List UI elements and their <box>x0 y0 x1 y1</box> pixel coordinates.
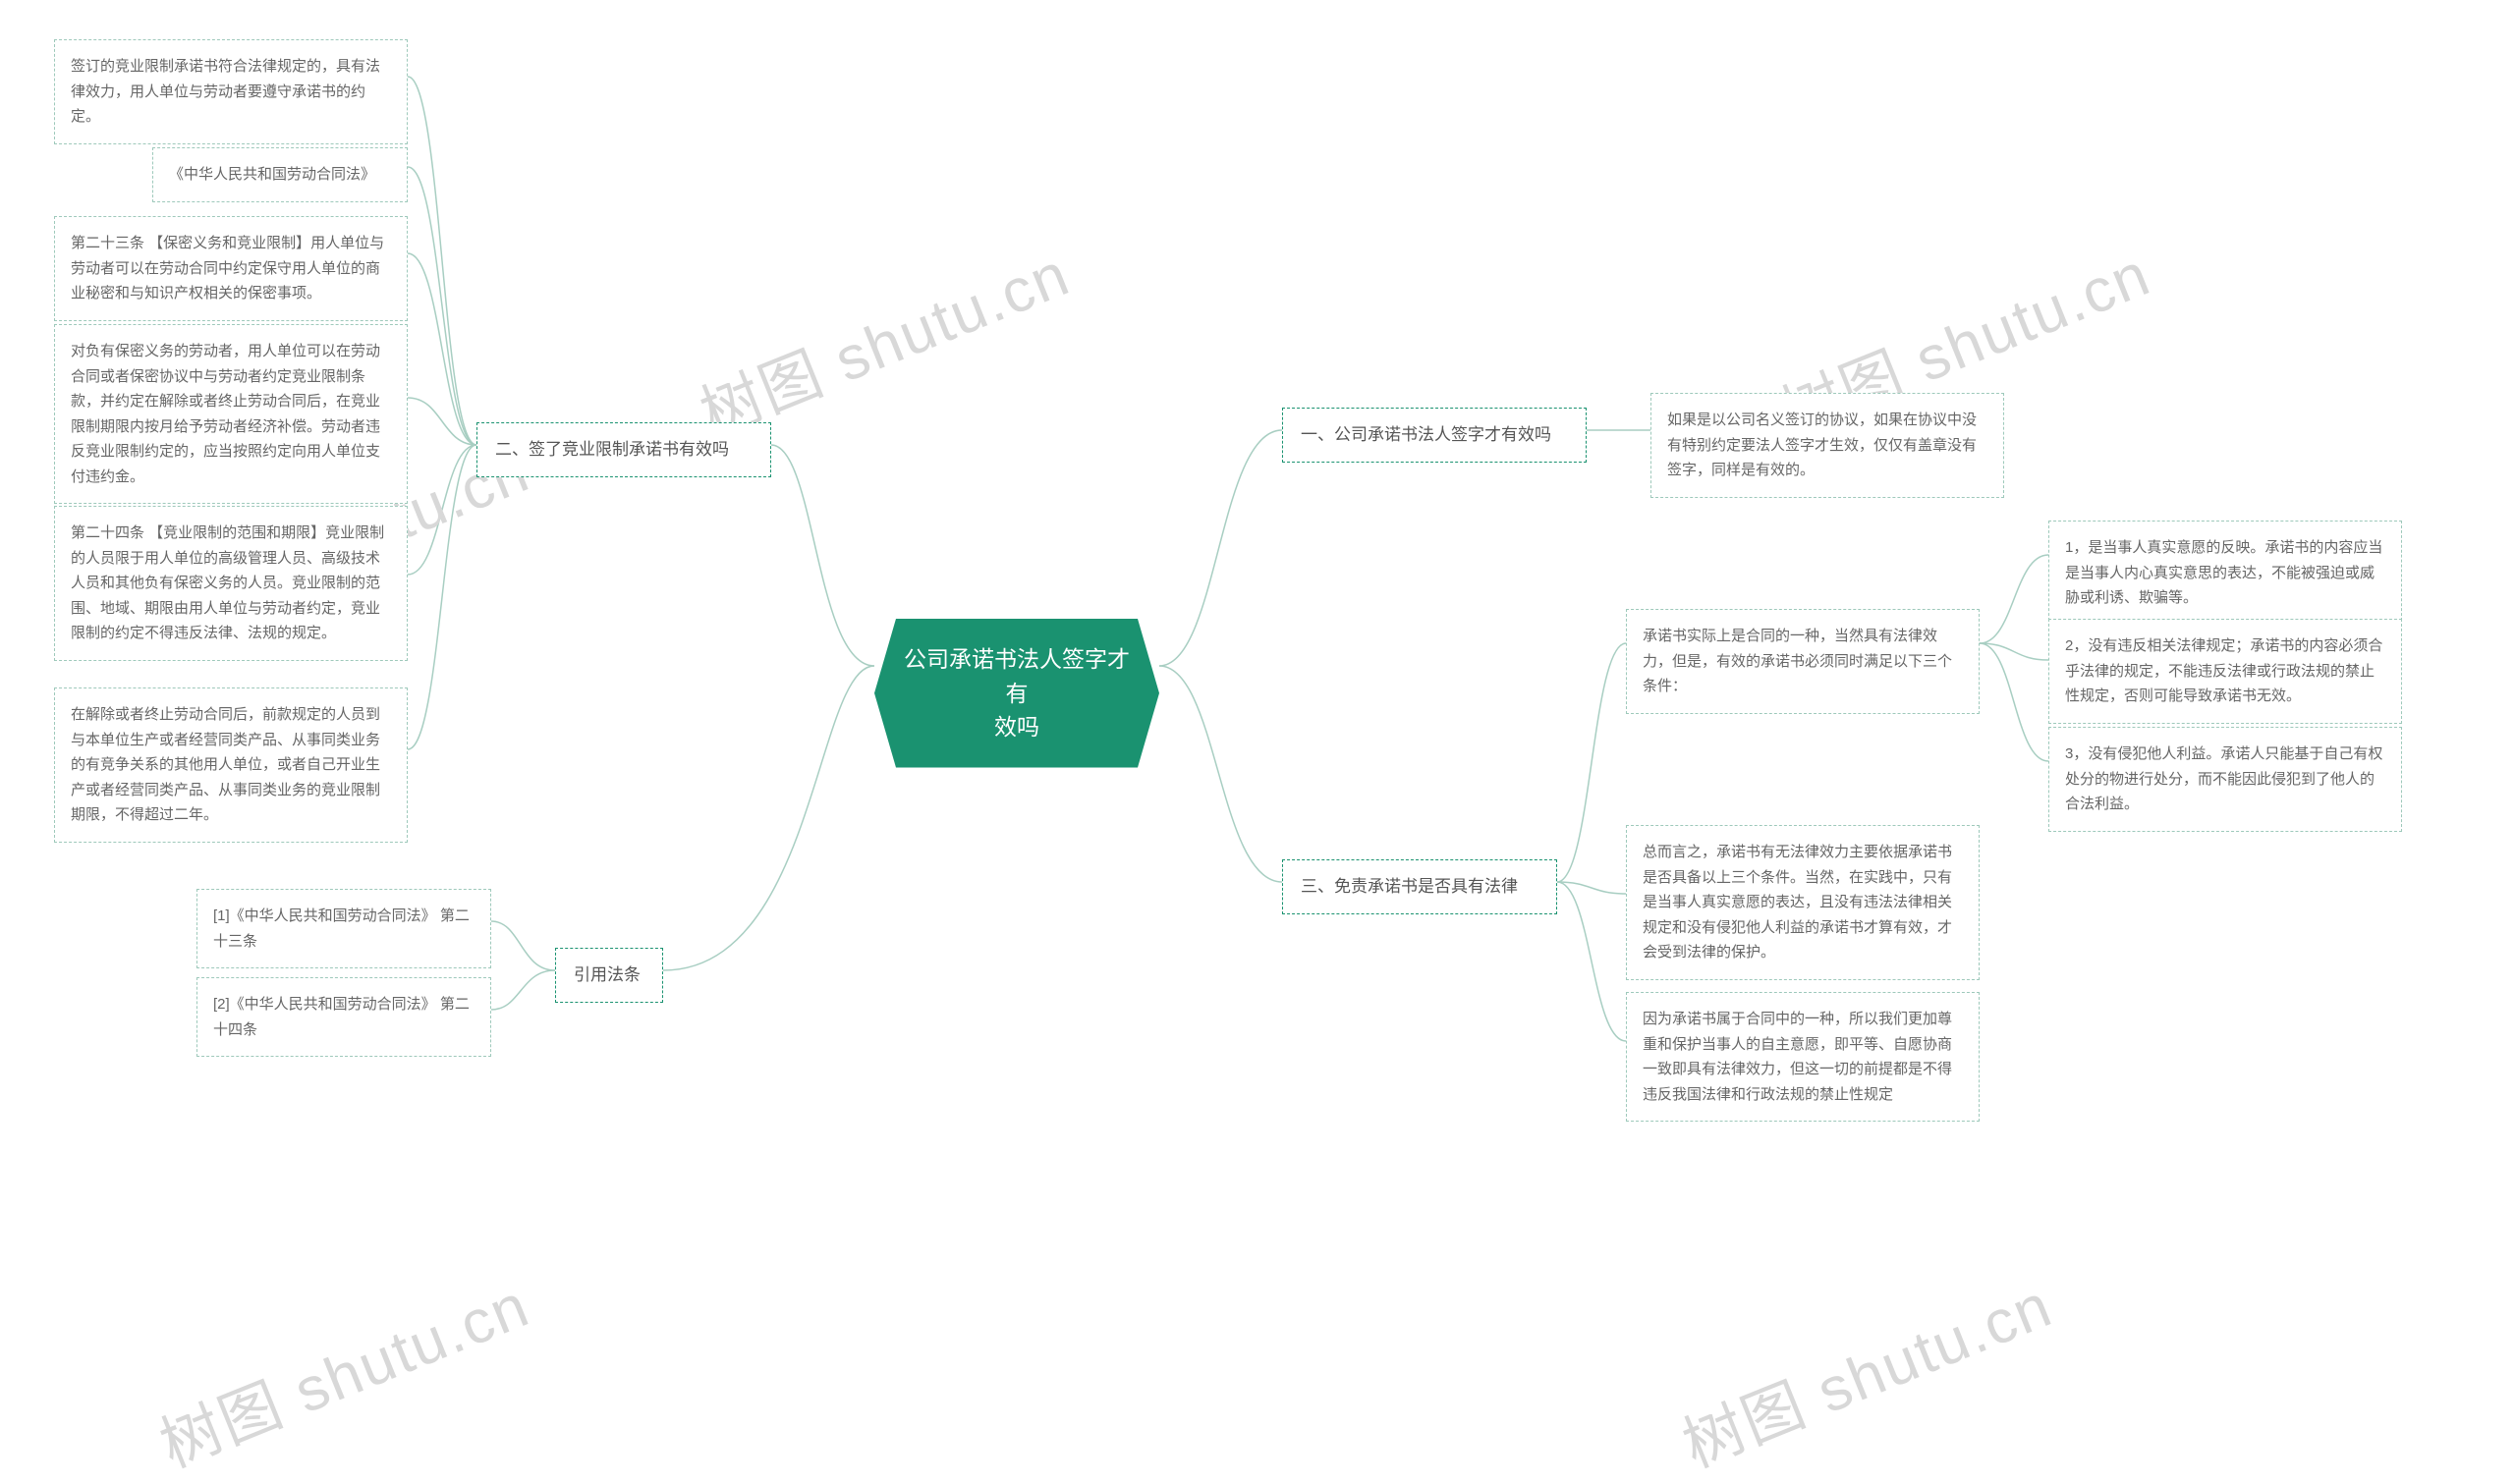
right-branch-1: 三、免责承诺书是否具有法律 <box>1282 859 1557 914</box>
center-node: 公司承诺书法人签字才有效吗 <box>874 619 1159 768</box>
right-branch-1-leaf-1: 总而言之，承诺书有无法律效力主要依据承诺书是否具备以上三个条件。当然，在实践中，… <box>1626 825 1980 980</box>
left-branch-1: 引用法条 <box>555 948 663 1003</box>
connector <box>491 921 555 970</box>
right-branch-1-leaf-0-sub-2: 3，没有侵犯他人利益。承诺人只能基于自己有权处分的物进行处分，而不能因此侵犯到了… <box>2048 727 2402 832</box>
connector <box>408 77 476 445</box>
right-branch-1-leaf-0-sub-0: 1，是当事人真实意愿的反映。承诺书的内容应当是当事人内心真实意思的表达，不能被强… <box>2048 521 2402 626</box>
connector <box>1557 882 1626 894</box>
connector <box>1159 666 1282 882</box>
left-branch-0-leaf-1: 《中华人民共和国劳动合同法》 <box>152 147 408 202</box>
watermark: 树图 shutu.cn <box>145 1256 540 1484</box>
right-branch-1-leaf-2: 因为承诺书属于合同中的一种，所以我们更加尊重和保护当事人的自主意愿，即平等、自愿… <box>1626 992 1980 1122</box>
left-branch-1-leaf-1: [2]《中华人民共和国劳动合同法》 第二十四条 <box>196 977 491 1057</box>
left-branch-0: 二、签了竞业限制承诺书有效吗 <box>476 422 771 477</box>
connector <box>663 666 874 970</box>
connector <box>1557 643 1626 882</box>
connector <box>408 253 476 445</box>
watermark: 树图 shutu.cn <box>686 225 1081 453</box>
right-branch-1-leaf-0: 承诺书实际上是合同的一种，当然具有法律效力，但是，有效的承诺书必须同时满足以下三… <box>1626 609 1980 714</box>
connector <box>771 445 874 666</box>
connector <box>408 445 476 575</box>
left-branch-0-leaf-0: 签订的竞业限制承诺书符合法律规定的，具有法律效力，用人单位与劳动者要遵守承诺书的… <box>54 39 408 144</box>
connector <box>408 445 476 749</box>
connector <box>408 167 476 445</box>
connector <box>1980 643 2048 761</box>
connector <box>1159 430 1282 666</box>
left-branch-0-leaf-3: 对负有保密义务的劳动者，用人单位可以在劳动合同或者保密协议中与劳动者约定竞业限制… <box>54 324 408 504</box>
connector <box>408 398 476 445</box>
connector <box>1980 555 2048 643</box>
right-branch-0-leaf-0: 如果是以公司名义签订的协议，如果在协议中没有特别约定要法人签字才生效，仅仅有盖章… <box>1650 393 2004 498</box>
left-branch-0-leaf-2: 第二十三条 【保密义务和竞业限制】用人单位与劳动者可以在劳动合同中约定保守用人单… <box>54 216 408 321</box>
center-text: 公司承诺书法人签字才有效吗 <box>904 646 1130 740</box>
left-branch-0-leaf-4: 第二十四条 【竞业限制的范围和期限】竞业限制的人员限于用人单位的高级管理人员、高… <box>54 506 408 661</box>
right-branch-1-leaf-0-sub-1: 2，没有违反相关法律规定；承诺书的内容必须合乎法律的规定，不能违反法律或行政法规… <box>2048 619 2402 724</box>
watermark: 树图 shutu.cn <box>1668 1256 2063 1484</box>
left-branch-0-leaf-5: 在解除或者终止劳动合同后，前款规定的人员到与本单位生产或者经营同类产品、从事同类… <box>54 687 408 843</box>
connector <box>491 970 555 1010</box>
connector <box>1557 882 1626 1041</box>
left-branch-1-leaf-0: [1]《中华人民共和国劳动合同法》 第二十三条 <box>196 889 491 968</box>
right-branch-0: 一、公司承诺书法人签字才有效吗 <box>1282 408 1587 463</box>
connector <box>1980 643 2048 660</box>
